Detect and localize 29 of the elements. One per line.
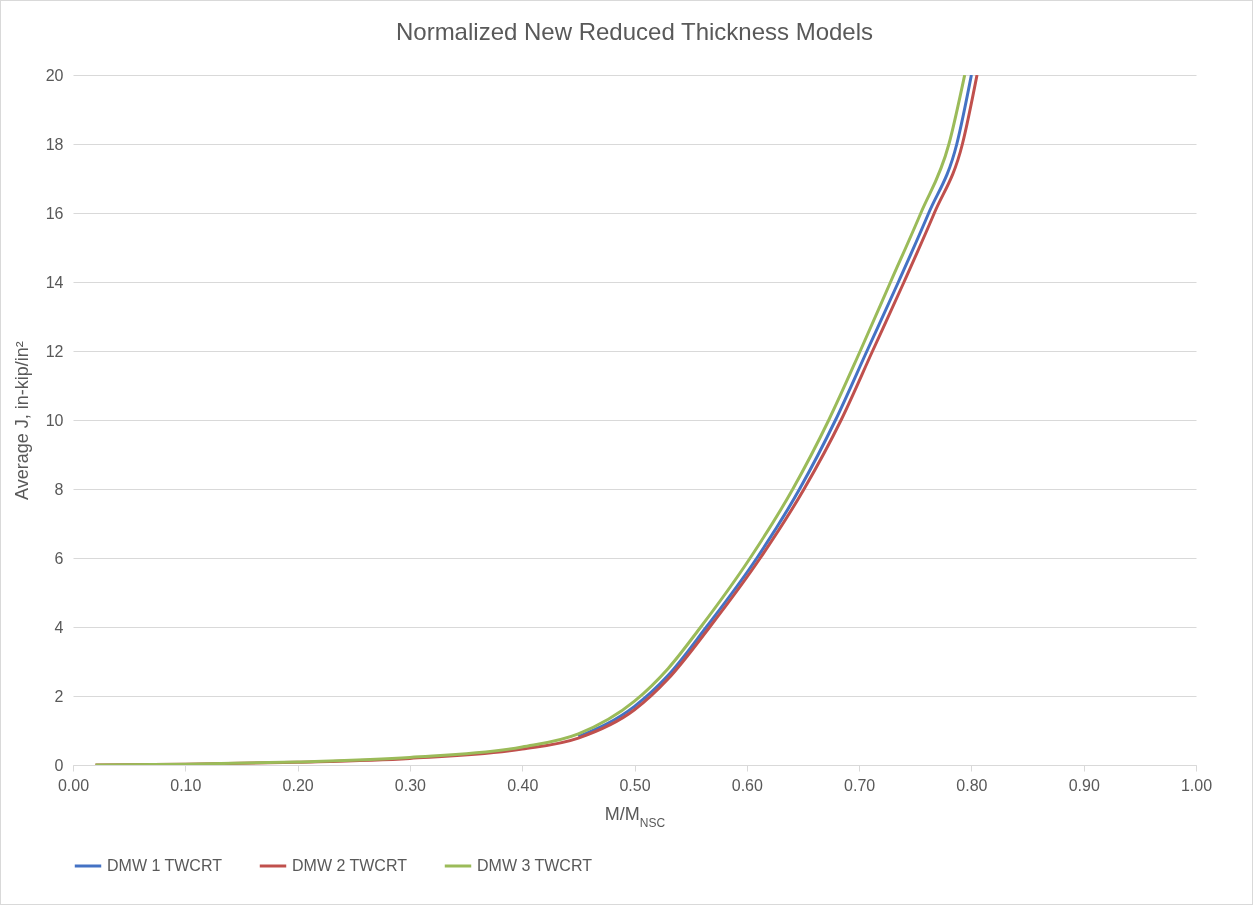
y-tick-label: 4 <box>54 618 64 636</box>
y-tick-label: 0 <box>54 756 64 774</box>
x-tick-label: 0.10 <box>170 776 202 794</box>
line-series <box>576 75 973 739</box>
x-tick-label: 0.20 <box>282 776 314 794</box>
x-tick-label: 0.00 <box>57 776 90 794</box>
chart-title: Normalized New Reduced Thickness Models <box>395 18 874 45</box>
x-tick-label: 0.50 <box>619 776 651 794</box>
y-tick-label: 2 <box>54 687 64 705</box>
x-tick-label: 1.00 <box>1180 776 1213 794</box>
y-tick-label: 14 <box>45 273 64 291</box>
y-tick-label: 12 <box>45 342 64 360</box>
legend-label: DMW 3 TWCRT <box>477 857 593 874</box>
y-axis-title: Average J, in-kip/in² <box>11 341 32 500</box>
y-tick-label: 20 <box>45 66 64 84</box>
x-axis-title: M/M$_{NSC}$ <box>604 803 666 830</box>
x-tick-label: 0.40 <box>507 776 539 794</box>
x-tick-label: 0.30 <box>394 776 427 794</box>
x-tick-label: 0.90 <box>1068 776 1100 794</box>
y-tick-label: 8 <box>54 480 64 498</box>
y-tick-label: 18 <box>45 135 64 153</box>
y-tick-label: 16 <box>45 204 64 222</box>
x-tick-label: 0.60 <box>731 776 763 794</box>
x-tick-label: 0.70 <box>844 776 876 794</box>
legend-label: DMW 1 TWCRT <box>107 857 223 874</box>
legend-label: DMW 2 TWCRT <box>292 857 408 874</box>
x-tick-label: 0.80 <box>956 776 988 794</box>
y-tick-label: 10 <box>45 411 64 429</box>
y-tick-label: 6 <box>54 549 64 567</box>
